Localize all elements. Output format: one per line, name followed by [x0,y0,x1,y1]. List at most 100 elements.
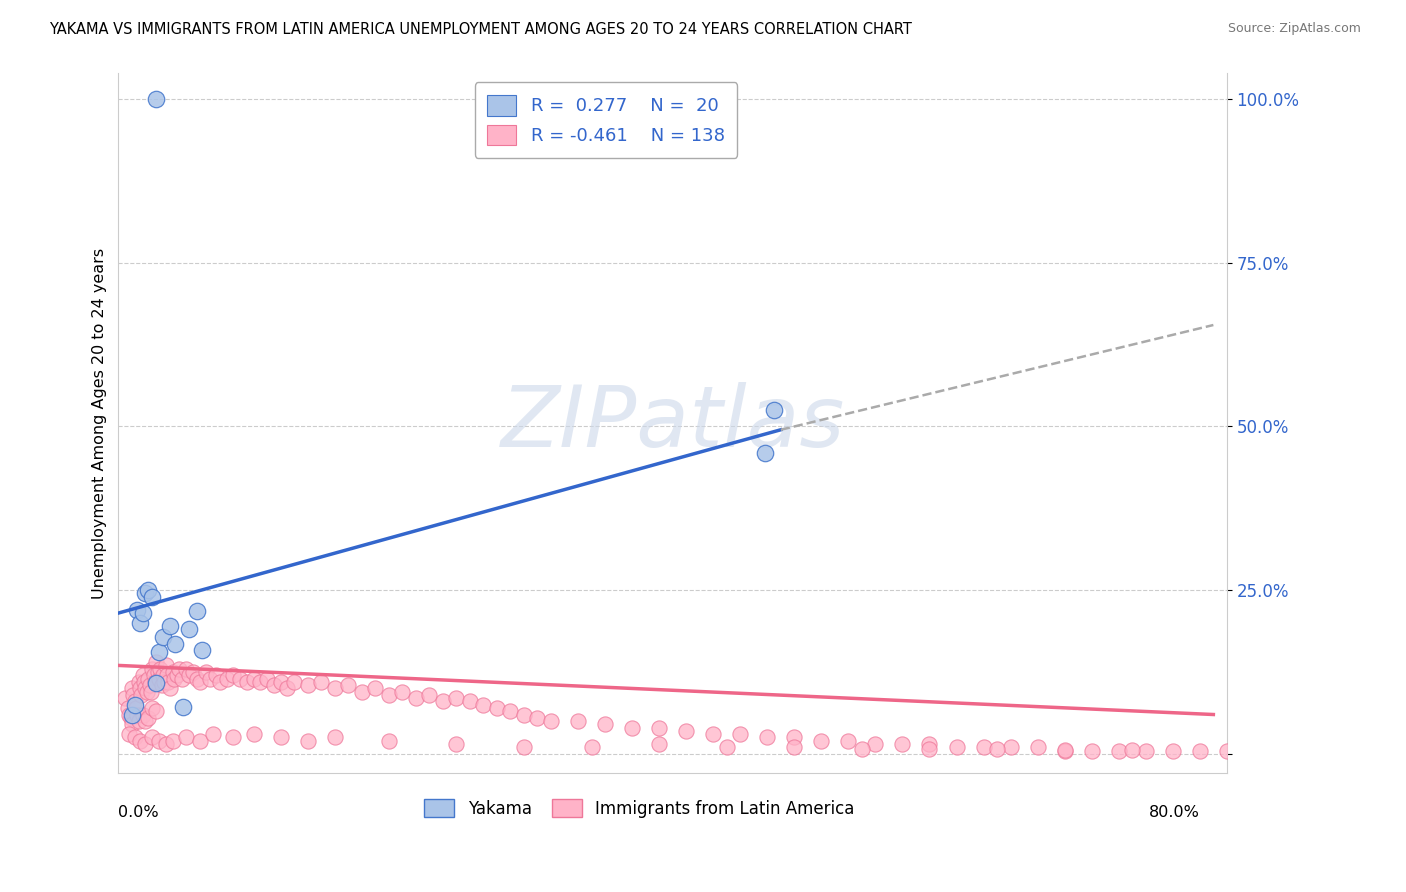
Point [242,727,264,741]
Point [148,733,170,747]
Point [485,701,508,715]
Point [270,674,292,689]
Point [222,731,245,745]
Point [432,694,454,708]
Point [513,740,536,755]
Point [204,668,226,682]
Point [675,723,697,738]
Point [1080,743,1102,757]
Point [166,668,188,682]
Point [136,672,159,686]
Point [276,681,298,696]
Point [136,711,159,725]
Point [134,681,156,696]
Point [918,741,941,756]
Point [418,688,440,702]
Point [159,619,181,633]
Point [229,672,252,686]
Point [148,672,170,686]
Point [170,672,193,686]
Point [1108,743,1130,757]
Point [323,681,346,696]
Point [215,672,238,686]
Point [188,674,211,689]
Point [202,727,225,741]
Point [283,674,305,689]
Point [131,688,153,702]
Point [138,678,160,692]
Point [378,688,401,702]
Point [156,668,179,682]
Point [1053,743,1076,757]
Point [472,698,495,712]
Point [648,737,671,751]
Point [297,678,319,692]
Point [120,711,142,725]
Point [132,606,155,620]
Point [270,731,292,745]
Text: Source: ZipAtlas.com: Source: ZipAtlas.com [1227,22,1361,36]
Point [162,665,184,679]
Point [851,741,873,756]
Legend: Yakama, Immigrants from Latin America: Yakama, Immigrants from Latin America [418,793,860,824]
Point [191,643,214,657]
Point [129,733,152,747]
Point [149,662,172,676]
Point [118,707,141,722]
Y-axis label: Unemployment Among Ages 20 to 24 years: Unemployment Among Ages 20 to 24 years [93,248,107,599]
Point [152,630,174,644]
Point [177,623,200,637]
Point [337,678,360,692]
Point [132,668,155,682]
Point [148,645,170,659]
Point [1243,743,1265,757]
Point [159,681,181,696]
Point [174,662,197,676]
Point [1026,740,1049,755]
Point [256,672,278,686]
Point [837,733,859,747]
Point [155,658,177,673]
Point [136,583,159,598]
Point [309,674,332,689]
Point [648,721,671,735]
Point [153,674,176,689]
Point [1161,743,1184,757]
Point [891,737,914,751]
Point [323,731,346,745]
Point [222,668,245,682]
Point [146,665,169,679]
Point [195,665,218,679]
Point [145,655,167,669]
Point [139,684,162,698]
Point [702,727,724,741]
Point [141,731,163,745]
Point [200,672,222,686]
Point [134,586,156,600]
Point [124,731,146,745]
Point [135,684,157,698]
Point [263,678,285,692]
Point [181,665,204,679]
Point [621,721,644,735]
Point [716,740,738,755]
Point [378,733,401,747]
Text: ZIPatlas: ZIPatlas [501,382,845,465]
Point [405,691,427,706]
Point [186,604,208,618]
Point [141,701,163,715]
Point [364,681,387,696]
Point [143,674,166,689]
Point [446,737,468,751]
Point [918,737,941,751]
Point [142,668,165,682]
Point [208,674,231,689]
Point [118,727,141,741]
Point [174,731,197,745]
Point [165,637,187,651]
Point [177,668,200,682]
Point [249,674,271,689]
Point [973,740,995,755]
Text: 0.0%: 0.0% [118,805,159,820]
Point [1000,740,1022,755]
